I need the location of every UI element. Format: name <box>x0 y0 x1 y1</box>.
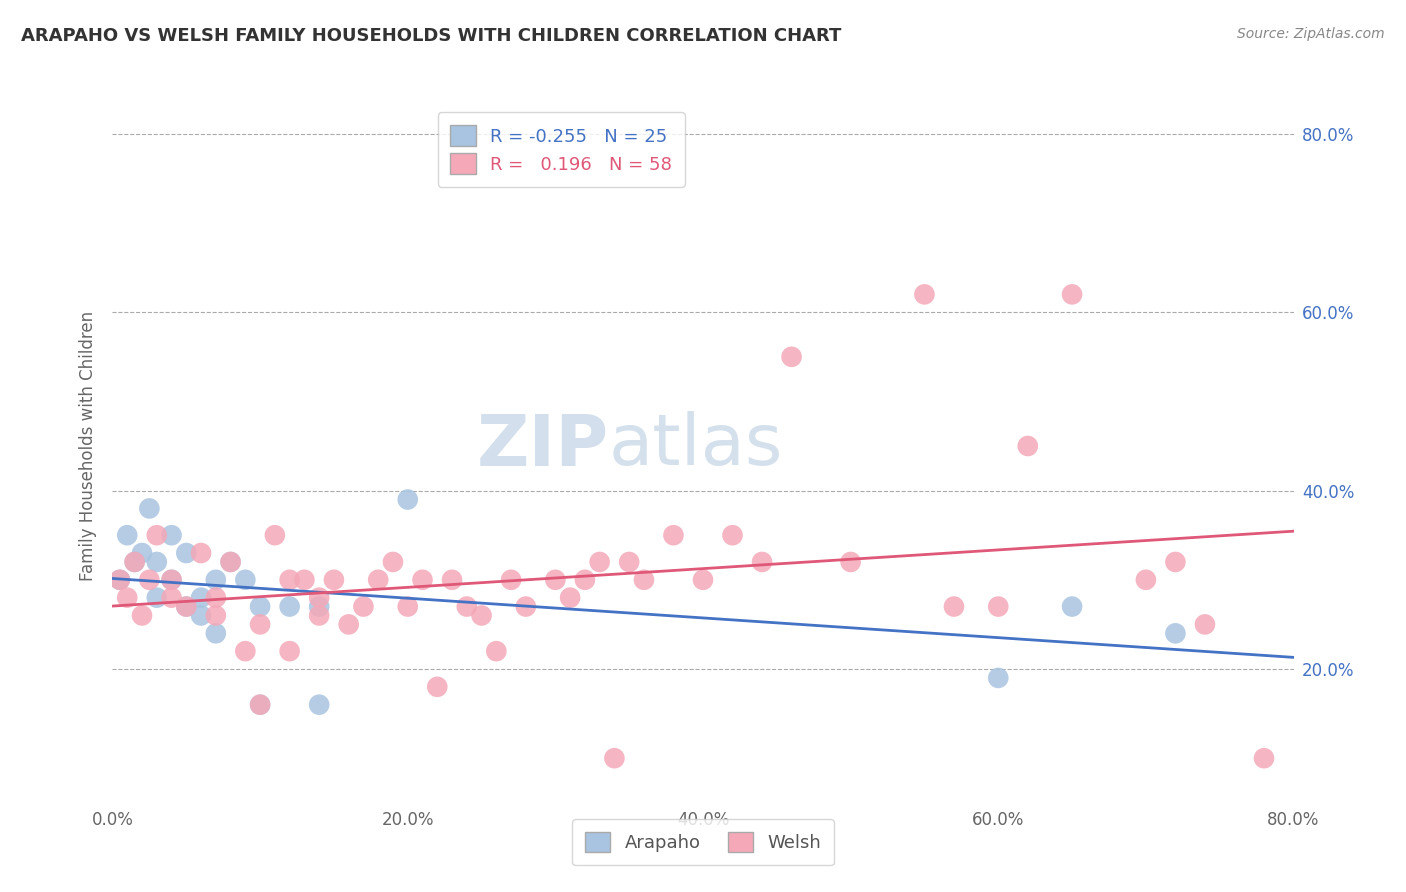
Point <box>131 546 153 560</box>
Point <box>456 599 478 614</box>
Point <box>485 644 508 658</box>
Legend: Arapaho, Welsh: Arapaho, Welsh <box>572 819 834 865</box>
Point <box>174 599 197 614</box>
Point <box>839 555 862 569</box>
Point <box>515 599 537 614</box>
Point <box>249 617 271 632</box>
Point <box>278 644 301 658</box>
Point <box>190 546 212 560</box>
Point <box>558 591 582 605</box>
Point <box>367 573 389 587</box>
Point <box>146 528 169 542</box>
Point <box>308 608 330 623</box>
Point <box>308 698 330 712</box>
Point <box>382 555 405 569</box>
Point <box>337 617 360 632</box>
Point <box>411 573 433 587</box>
Point <box>146 591 169 605</box>
Point <box>441 573 464 587</box>
Point <box>117 528 138 542</box>
Point <box>108 573 131 587</box>
Point <box>117 591 138 605</box>
Point <box>692 573 714 587</box>
Point <box>396 492 419 507</box>
Point <box>124 555 146 569</box>
Point <box>588 555 610 569</box>
Point <box>662 528 685 542</box>
Point <box>219 555 242 569</box>
Point <box>131 608 153 623</box>
Point <box>942 599 965 614</box>
Point <box>108 573 131 587</box>
Text: ARAPAHO VS WELSH FAMILY HOUSEHOLDS WITH CHILDREN CORRELATION CHART: ARAPAHO VS WELSH FAMILY HOUSEHOLDS WITH … <box>21 27 841 45</box>
Point <box>470 608 494 623</box>
Point <box>160 528 183 542</box>
Point <box>501 573 523 587</box>
Point <box>160 573 183 587</box>
Text: Source: ZipAtlas.com: Source: ZipAtlas.com <box>1237 27 1385 41</box>
Point <box>160 591 183 605</box>
Point <box>249 698 271 712</box>
Point <box>396 599 419 614</box>
Point <box>205 608 228 623</box>
Point <box>308 591 330 605</box>
Point <box>574 573 596 587</box>
Point <box>1062 599 1084 614</box>
Point <box>292 573 315 587</box>
Point <box>619 555 641 569</box>
Point <box>190 591 212 605</box>
Point <box>160 573 183 587</box>
Point <box>146 555 169 569</box>
Point <box>544 573 567 587</box>
Point <box>603 751 626 765</box>
Point <box>1017 439 1039 453</box>
Point <box>426 680 449 694</box>
Point <box>633 573 655 587</box>
Point <box>205 573 228 587</box>
Point <box>233 644 256 658</box>
Point <box>278 573 301 587</box>
Point <box>1253 751 1275 765</box>
Point <box>1135 573 1157 587</box>
Point <box>914 287 936 301</box>
Point <box>1194 617 1216 632</box>
Point <box>249 599 271 614</box>
Point <box>219 555 242 569</box>
Point <box>138 573 160 587</box>
Text: ZIP: ZIP <box>477 411 609 481</box>
Point <box>190 608 212 623</box>
Point <box>138 501 160 516</box>
Point <box>249 698 271 712</box>
Point <box>323 573 346 587</box>
Point <box>780 350 803 364</box>
Point <box>1164 555 1187 569</box>
Point <box>205 591 228 605</box>
Point <box>174 599 197 614</box>
Point <box>278 599 301 614</box>
Point <box>124 555 146 569</box>
Point <box>987 599 1010 614</box>
Point <box>174 546 197 560</box>
Text: atlas: atlas <box>609 411 783 481</box>
Point <box>721 528 744 542</box>
Point <box>308 599 330 614</box>
Point <box>751 555 773 569</box>
Point <box>1062 287 1084 301</box>
Point <box>233 573 256 587</box>
Point <box>264 528 287 542</box>
Point <box>205 626 228 640</box>
Point <box>1164 626 1187 640</box>
Point <box>352 599 374 614</box>
Y-axis label: Family Households with Children: Family Households with Children <box>79 311 97 581</box>
Point <box>987 671 1010 685</box>
